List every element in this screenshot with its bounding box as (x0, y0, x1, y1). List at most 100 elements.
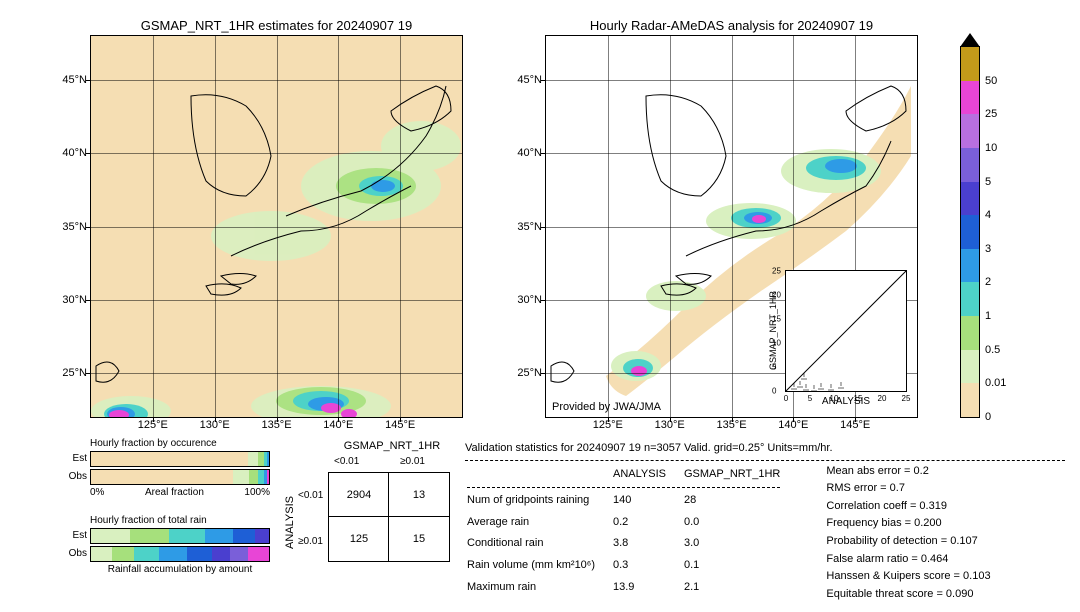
hbar-seg (205, 529, 233, 543)
hbar-seg (169, 529, 205, 543)
hbar-seg (159, 547, 187, 561)
val-cell: Num of gridpoints raining (467, 491, 611, 511)
colorbar-label: 10 (985, 142, 997, 154)
ytick: 25°N (517, 367, 546, 379)
colorbar-label: 50 (985, 75, 997, 87)
val-cell: Conditional rain (467, 534, 611, 554)
ct-rl-0: <0.01 (298, 490, 323, 501)
colorbar-arrow (960, 33, 980, 47)
map-left: GSMAP_NRT_1HR estimates for 20240907 19 … (90, 35, 463, 418)
colorbar-seg (961, 350, 979, 384)
vh-2: GSMAP_NRT_1HR (684, 465, 796, 485)
scatter-inset: 00551010151520202525 ANALYSIS GSMAP_NRT_… (785, 270, 907, 392)
val-cell: 28 (684, 491, 796, 511)
colorbar-seg (961, 383, 979, 417)
colorbar-label: 4 (985, 209, 991, 221)
ytick: 40°N (517, 147, 546, 159)
hbar-seg (248, 547, 269, 561)
hbar: Est (90, 451, 270, 467)
val-cell: 2.1 (684, 578, 796, 598)
colorbar-label: 5 (985, 176, 991, 188)
colorbar-label: 3 (985, 243, 991, 255)
colorbar-label: 0.5 (985, 344, 1000, 356)
xtick: 130°E (200, 417, 230, 431)
stat-line: Mean abs error = 0.2 (826, 463, 990, 481)
stat-line: Equitable threat score = 0.090 (826, 586, 990, 604)
val-cell: 0.1 (684, 556, 796, 576)
hbar-seg (91, 470, 233, 484)
val-cell: Average rain (467, 513, 611, 533)
xtick: 145°E (840, 417, 870, 431)
colorbar-label: 2 (985, 276, 991, 288)
total-title: Hourly fraction of total rain (90, 515, 270, 526)
occurrence-chart: Hourly fraction by occurence Est Obs 0% A… (90, 438, 270, 498)
total-legend: Rainfall accumulation by amount (90, 564, 270, 575)
hbar-seg (91, 547, 112, 561)
val-cell: 0.2 (613, 513, 682, 533)
colorbar-seg (961, 182, 979, 216)
map-right-title: Hourly Radar-AMeDAS analysis for 2024090… (546, 18, 917, 33)
hbar-seg (212, 547, 230, 561)
colorbar-seg (961, 81, 979, 115)
colorbar-seg (961, 282, 979, 316)
ytick: 35°N (517, 221, 546, 233)
hbar: Est (90, 528, 270, 544)
occ-axis-t: Areal fraction (145, 487, 204, 498)
hbar-seg (233, 529, 254, 543)
stat-line: Hanssen & Kuipers score = 0.103 (826, 568, 990, 586)
ytick: 35°N (62, 221, 91, 233)
colorbar-seg (961, 148, 979, 182)
ytick: 45°N (517, 74, 546, 86)
ct-cl-1: ≥0.01 (400, 456, 425, 467)
hbar: Obs (90, 469, 270, 485)
hbar-seg (130, 529, 169, 543)
ct-cl-0: <0.01 (334, 456, 359, 467)
map-left-title: GSMAP_NRT_1HR estimates for 20240907 19 (91, 18, 462, 33)
hbar-label: Obs (69, 470, 91, 484)
val-cell: 13.9 (613, 578, 682, 598)
ct-00: 2904 (328, 472, 390, 518)
colorbar-seg (961, 316, 979, 350)
vh-1: ANALYSIS (613, 465, 682, 485)
hbar-seg (248, 452, 259, 466)
val-cell: 3.8 (613, 534, 682, 554)
scatter-xlabel: ANALYSIS (786, 396, 906, 407)
hbar-seg (112, 547, 133, 561)
map-right: Hourly Radar-AMeDAS analysis for 2024090… (545, 35, 918, 418)
colorbar-seg (961, 249, 979, 283)
colorbar-label: 1 (985, 310, 991, 322)
val-cell: 0.3 (613, 556, 682, 576)
hbar-seg (134, 547, 159, 561)
colorbar-label: 25 (985, 108, 997, 120)
val-cell: 3.0 (684, 534, 796, 554)
validation-table: ANALYSISGSMAP_NRT_1HR Num of gridpoints … (465, 463, 798, 600)
xtick: 140°E (323, 417, 353, 431)
colorbar-seg (961, 47, 979, 81)
hbar-label: Est (73, 529, 91, 543)
xtick: 125°E (593, 417, 623, 431)
provided-label: Provided by JWA/JMA (552, 401, 661, 413)
occ-axis-0: 0% (90, 487, 104, 498)
occurrence-title: Hourly fraction by occurence (90, 438, 270, 449)
hbar-label: Est (73, 452, 91, 466)
ytick: 30°N (62, 294, 91, 306)
stat-line: Probability of detection = 0.107 (826, 533, 990, 551)
ct-01: 13 (388, 472, 450, 518)
xtick: 135°E (261, 417, 291, 431)
ct-col-title: GSMAP_NRT_1HR (332, 440, 452, 452)
ytick: 40°N (62, 147, 91, 159)
scatter-ylabel: GSMAP_NRT_1HR (768, 271, 778, 391)
val-cell: 140 (613, 491, 682, 511)
val-cell: Maximum rain (467, 578, 611, 598)
ct-11: 15 (388, 516, 450, 562)
xtick: 135°E (716, 417, 746, 431)
colorbar-seg (961, 114, 979, 148)
stat-line: False alarm ratio = 0.464 (826, 551, 990, 569)
stat-line: Frequency bias = 0.200 (826, 515, 990, 533)
hbar-seg (267, 470, 269, 484)
xtick: 145°E (385, 417, 415, 431)
hbar-seg (187, 547, 212, 561)
val-cell: Rain volume (mm km²10⁶) (467, 556, 611, 576)
stat-line: Correlation coeff = 0.319 (826, 498, 990, 516)
colorbar-label: 0.01 (985, 377, 1006, 389)
